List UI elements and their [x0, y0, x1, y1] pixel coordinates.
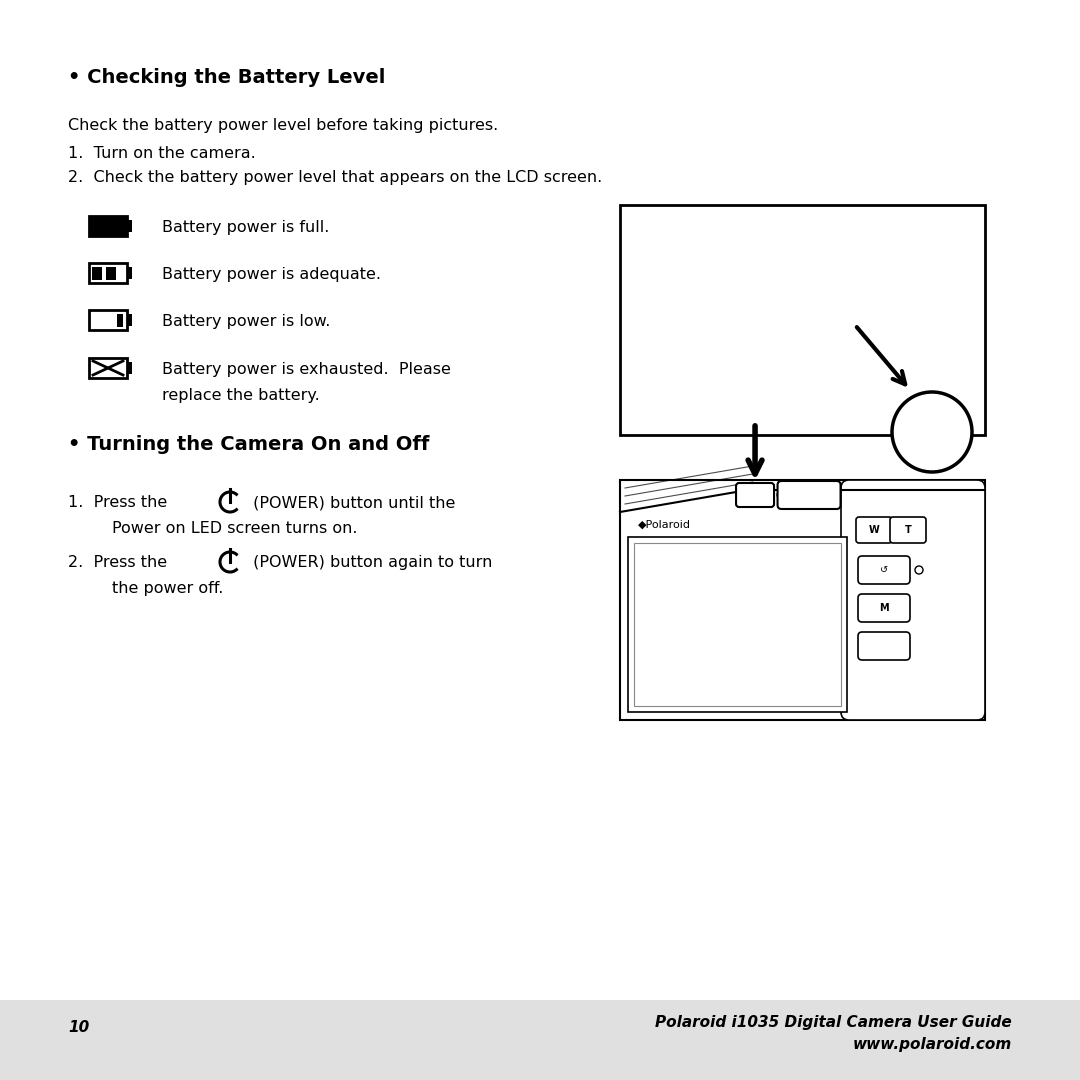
Bar	[634, 543, 841, 706]
Text: (POWER) button until the: (POWER) button until the	[248, 495, 456, 510]
Text: 1.  Turn on the camera.: 1. Turn on the camera.	[68, 146, 256, 161]
Text: • Turning the Camera On and Off: • Turning the Camera On and Off	[68, 435, 430, 454]
Text: Battery power is full.: Battery power is full.	[162, 220, 329, 235]
FancyBboxPatch shape	[841, 480, 985, 720]
Circle shape	[777, 491, 785, 499]
FancyBboxPatch shape	[856, 517, 892, 543]
Text: Check the battery power level before taking pictures.: Check the battery power level before tak…	[68, 118, 498, 133]
Text: 1.  Press the: 1. Press the	[68, 495, 173, 510]
FancyBboxPatch shape	[858, 594, 910, 622]
FancyBboxPatch shape	[858, 556, 910, 584]
Text: • Checking the Battery Level: • Checking the Battery Level	[68, 68, 386, 87]
FancyBboxPatch shape	[778, 481, 840, 509]
Circle shape	[892, 392, 972, 472]
Bar	[89, 357, 127, 378]
Text: Power on LED screen turns on.: Power on LED screen turns on.	[112, 521, 357, 536]
Bar	[89, 310, 127, 330]
Text: T: T	[905, 525, 912, 535]
Bar	[620, 205, 985, 435]
Text: Battery power is exhausted.  Please: Battery power is exhausted. Please	[162, 362, 450, 377]
Text: ↺: ↺	[880, 565, 888, 575]
Text: M: M	[879, 603, 889, 613]
Bar	[620, 480, 985, 720]
Text: replace the battery.: replace the battery.	[162, 388, 320, 403]
Text: W: W	[868, 525, 879, 535]
Bar	[127, 268, 132, 279]
FancyBboxPatch shape	[858, 632, 910, 660]
Text: 2.  Check the battery power level that appears on the LCD screen.: 2. Check the battery power level that ap…	[68, 170, 603, 185]
Text: ◆Polaroid: ◆Polaroid	[638, 519, 691, 530]
FancyBboxPatch shape	[890, 517, 926, 543]
Bar	[0, 1000, 1080, 1080]
Circle shape	[915, 566, 923, 573]
Bar	[127, 220, 132, 231]
Bar	[92, 267, 103, 280]
Bar	[127, 363, 132, 374]
Text: Battery power is adequate.: Battery power is adequate.	[162, 267, 381, 282]
Bar	[627, 537, 847, 712]
Text: 10: 10	[68, 1021, 90, 1036]
Text: (POWER) button again to turn: (POWER) button again to turn	[248, 555, 492, 570]
Text: the power off.: the power off.	[112, 581, 224, 596]
Bar	[117, 313, 123, 326]
FancyBboxPatch shape	[737, 483, 774, 507]
Text: www.polaroid.com: www.polaroid.com	[853, 1037, 1012, 1052]
Bar	[89, 264, 127, 283]
Text: Battery power is low.: Battery power is low.	[162, 314, 330, 329]
Text: 2.  Press the: 2. Press the	[68, 555, 172, 570]
Bar	[127, 314, 132, 325]
Bar	[89, 216, 127, 237]
Text: Polaroid i1035 Digital Camera User Guide: Polaroid i1035 Digital Camera User Guide	[656, 1014, 1012, 1029]
Bar	[106, 267, 116, 280]
